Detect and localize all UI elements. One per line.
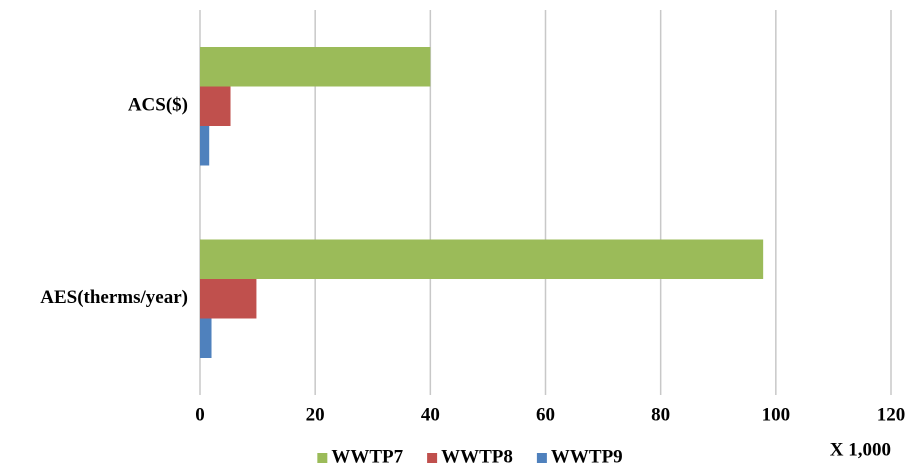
bar bbox=[200, 86, 231, 126]
x-tick-label: 40 bbox=[421, 404, 440, 425]
bar bbox=[200, 239, 764, 279]
bar bbox=[200, 47, 431, 87]
legend-label: WWTP8 bbox=[441, 446, 513, 465]
bar bbox=[200, 318, 212, 358]
x-tick-label: 20 bbox=[306, 404, 325, 425]
x-tick-label: 120 bbox=[877, 404, 906, 425]
y-tick-label: AES(therms/year) bbox=[40, 287, 188, 308]
x-tick-label: 100 bbox=[762, 404, 791, 425]
x-tick-label: 0 bbox=[195, 404, 205, 425]
x-tick-label: 60 bbox=[536, 404, 555, 425]
y-tick-label: ACS($) bbox=[128, 95, 188, 116]
bar bbox=[200, 279, 257, 319]
legend-label: WWTP9 bbox=[551, 446, 623, 465]
legend-label: WWTP7 bbox=[331, 446, 403, 465]
legend-swatch bbox=[536, 453, 547, 463]
bar bbox=[200, 126, 210, 166]
unit-annotation: X 1,000 bbox=[830, 439, 891, 460]
x-tick-label: 80 bbox=[651, 404, 670, 425]
legend: WWTP7 WWTP8 WWTP9 bbox=[317, 446, 623, 465]
legend-swatch bbox=[427, 453, 438, 463]
legend-swatch bbox=[317, 453, 328, 463]
